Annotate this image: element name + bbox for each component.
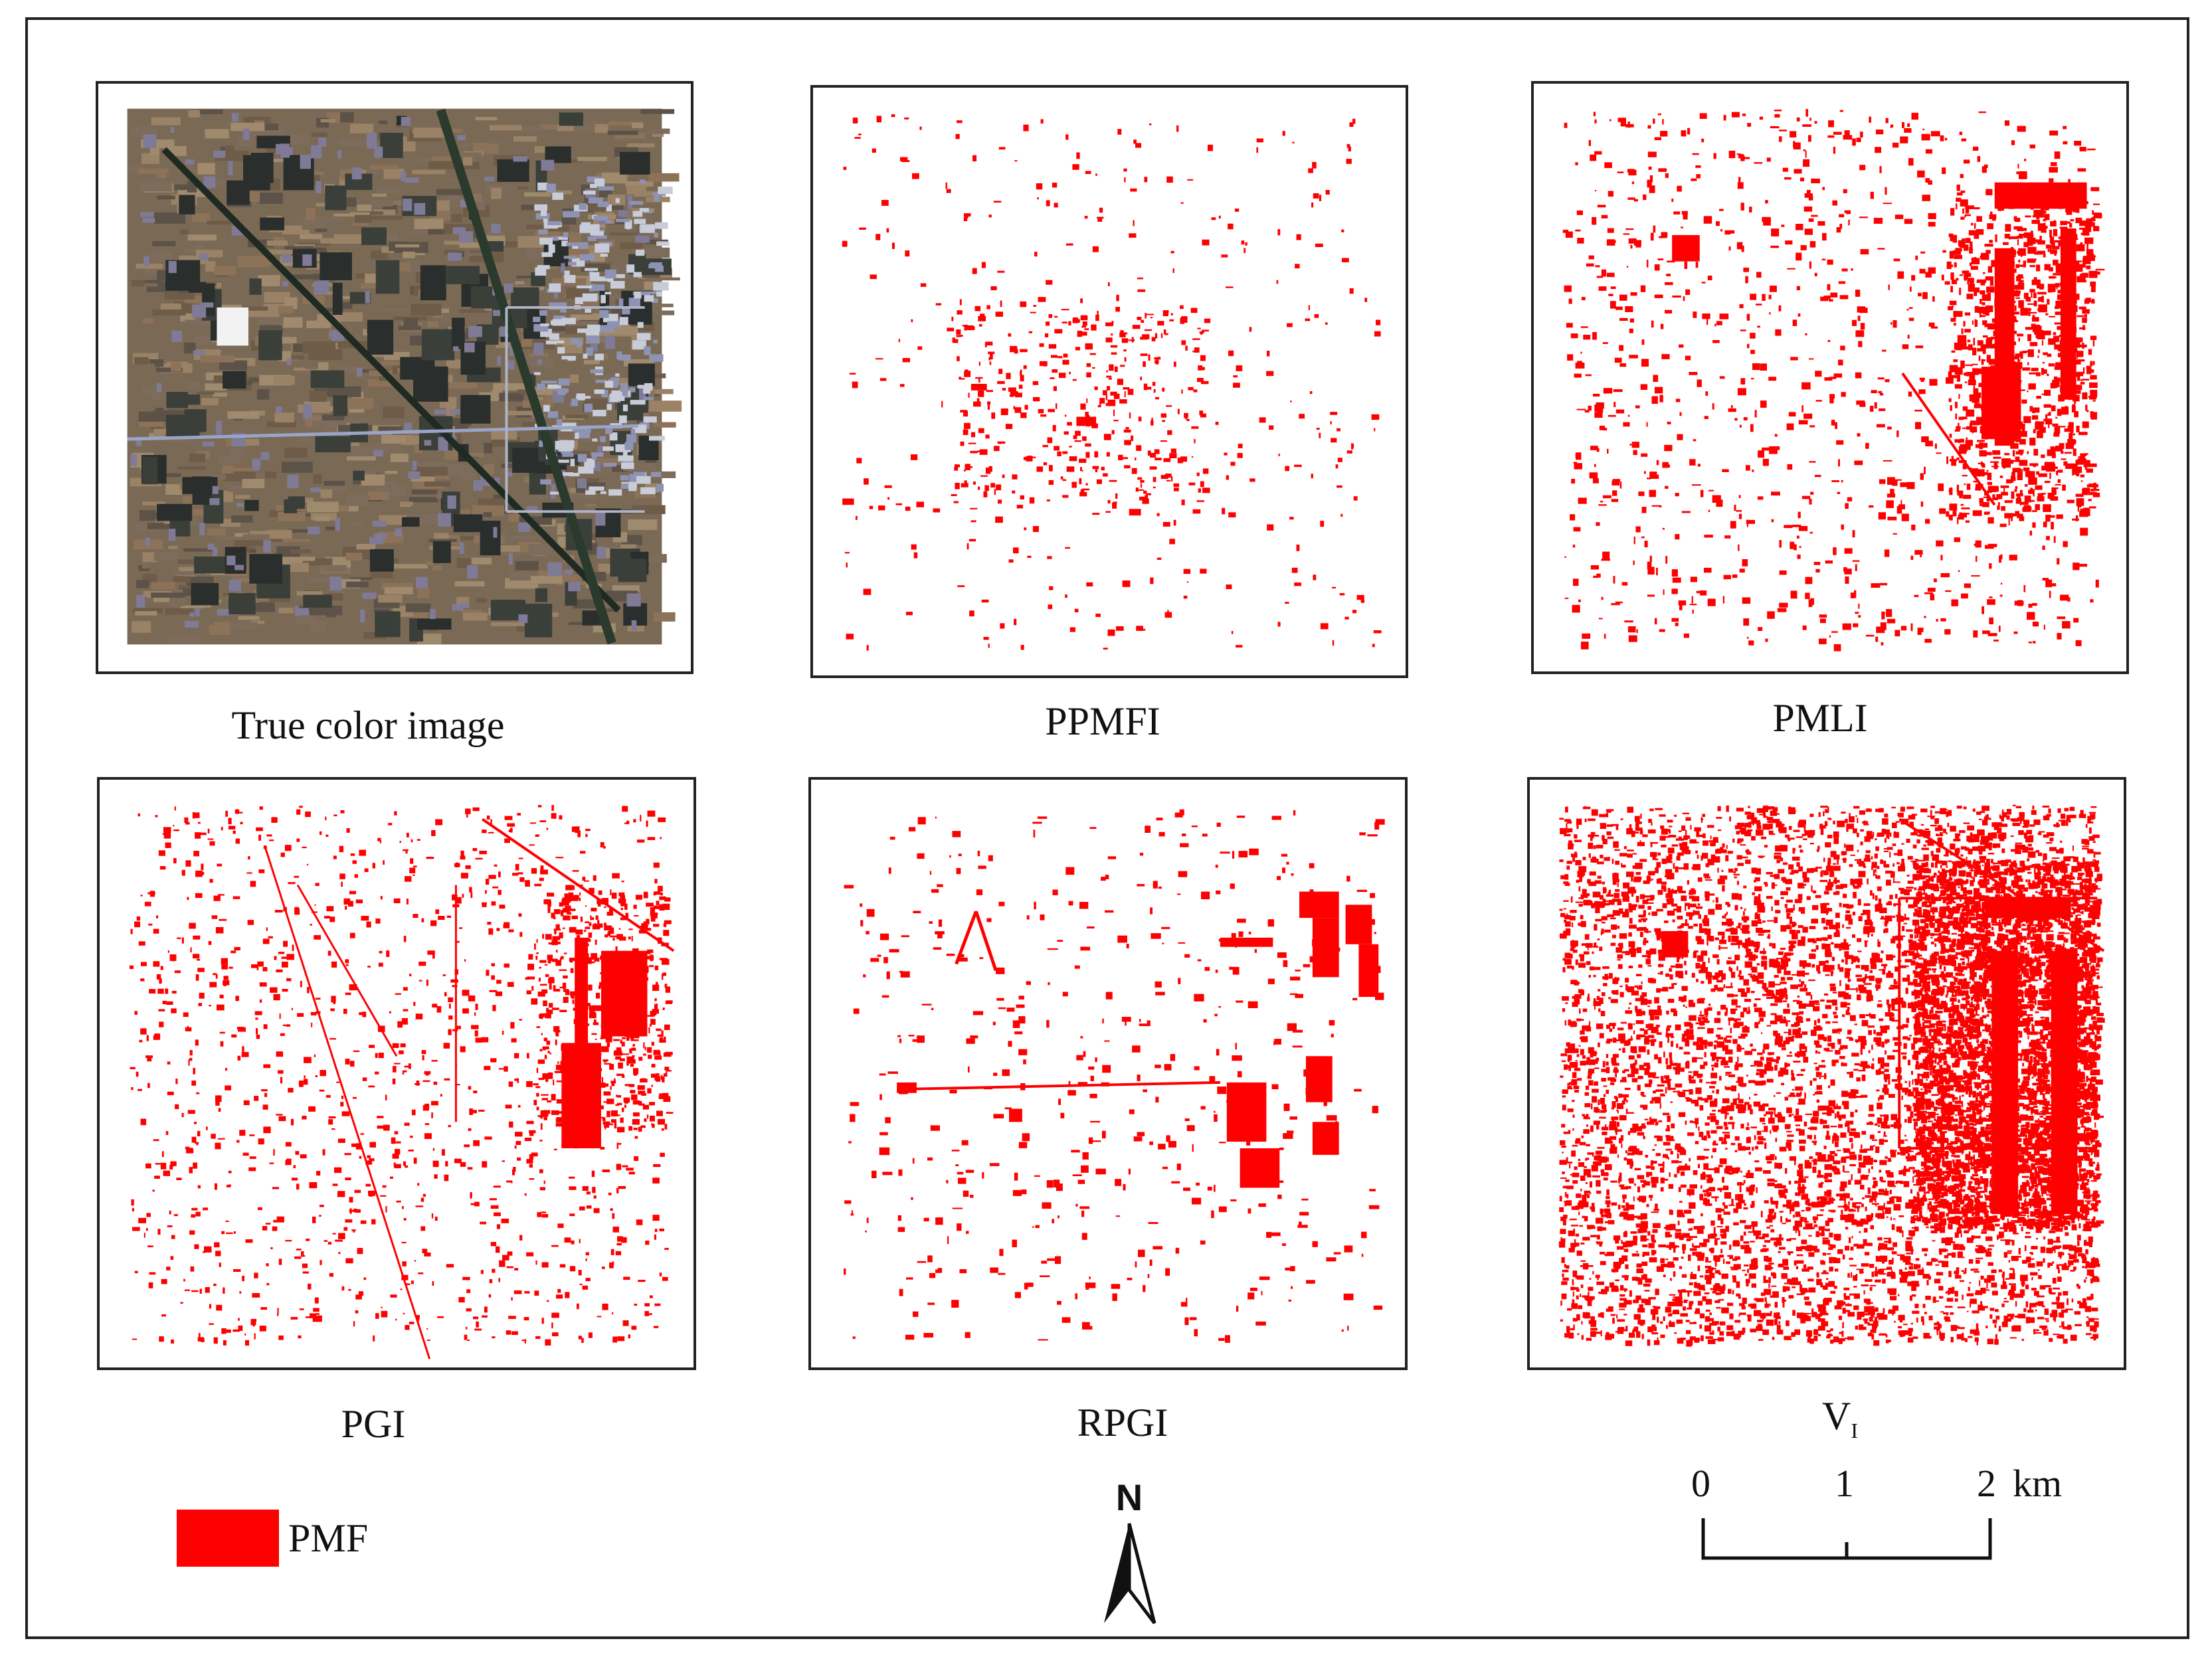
legend-pmf-swatch	[177, 1510, 279, 1567]
scale-bar-tick-0: 0	[1691, 1462, 1710, 1505]
ppmfi-label: PPMFI	[1045, 699, 1160, 743]
vi-label: VI	[1541, 1393, 2139, 1443]
scale-bar-unit: km	[2013, 1462, 2063, 1505]
true-color-image	[127, 108, 682, 645]
scale-bar-tick-2: 2	[1977, 1462, 1996, 1505]
north-arrow: N	[1096, 1476, 1162, 1628]
figure-frame	[25, 17, 2189, 1639]
vi-label-main: V	[1822, 1394, 1851, 1438]
pmli-label: PMLI	[1772, 696, 1868, 740]
vi-label-sub: I	[1851, 1419, 1858, 1442]
legend-pmf-label: PMF	[288, 1516, 369, 1560]
scale-bar: 0 1 2 km	[1681, 1461, 2092, 1567]
rpgi-map-panel	[808, 777, 1408, 1370]
pmli-map-panel	[1531, 81, 2129, 674]
pgi-map-panel	[97, 777, 696, 1370]
north-arrow-label: N	[1116, 1476, 1143, 1518]
scale-bar-tick-1: 1	[1835, 1462, 1854, 1505]
pgi-label: PGI	[341, 1402, 406, 1446]
ppmfi-map-panel	[810, 85, 1408, 678]
north-arrow-icon	[1104, 1524, 1129, 1623]
true-color-image-panel	[96, 81, 693, 674]
rpgi-label: RPGI	[1077, 1401, 1168, 1444]
ppmfi-map	[842, 114, 1382, 651]
pgi-map	[130, 805, 675, 1359]
vi-map	[1558, 804, 2105, 1347]
vi-map-panel	[1527, 777, 2126, 1370]
pmli-map	[1562, 109, 2105, 652]
rpgi-map	[843, 809, 1385, 1343]
true-color-image-label: True color image	[231, 703, 505, 747]
